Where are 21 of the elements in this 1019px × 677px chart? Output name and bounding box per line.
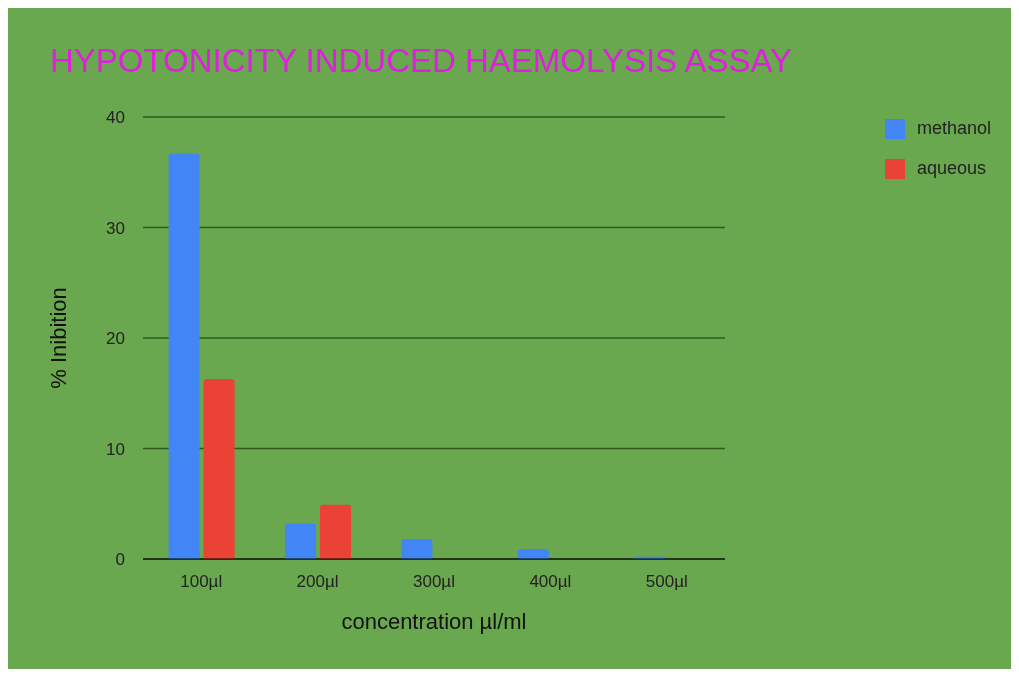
x-tick-label: 400µl <box>529 572 572 592</box>
y-tick-label: 10 <box>106 439 125 459</box>
x-tick-label: 200µl <box>296 572 339 592</box>
y-tick-label: 0 <box>115 550 125 570</box>
bar <box>517 549 549 559</box>
x-tick-label: 500µl <box>645 572 688 592</box>
y-axis-title: % Inibition <box>45 287 71 389</box>
bar <box>401 539 433 559</box>
chart-title: HYPOTONICITY INDUCED HAEMOLYSIS ASSAY <box>50 42 793 80</box>
bar <box>319 504 351 559</box>
y-tick-label: 30 <box>106 218 125 238</box>
bar <box>284 523 316 559</box>
x-tick-label: 100µl <box>180 572 223 592</box>
legend-label: aqueous <box>916 158 987 178</box>
bar <box>168 153 200 559</box>
x-tick-label: 300µl <box>413 572 455 592</box>
legend-label: methanol <box>916 118 991 138</box>
bar <box>203 378 235 559</box>
y-tick-label: 20 <box>106 329 125 349</box>
x-axis-title: concentration µl/ml <box>341 609 527 634</box>
y-tick-label: 40 <box>106 108 125 128</box>
